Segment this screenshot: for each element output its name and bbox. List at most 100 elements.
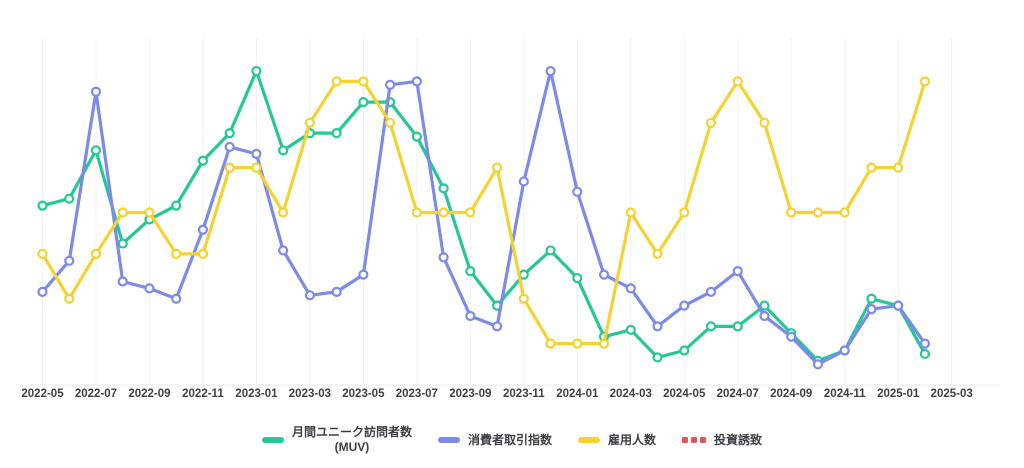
muv-marker[interactable]: [358, 96, 369, 108]
x-axis-tick-label: 2024-05: [663, 388, 706, 400]
muv-marker[interactable]: [64, 193, 75, 204]
muv-marker[interactable]: [197, 155, 209, 166]
muv-marker[interactable]: [438, 183, 449, 194]
employment-marker[interactable]: [572, 338, 583, 349]
muv-marker[interactable]: [117, 238, 128, 249]
employment-marker[interactable]: [705, 117, 717, 128]
employment-marker[interactable]: [812, 207, 824, 218]
employment-marker[interactable]: [278, 207, 289, 218]
consumer-index-marker[interactable]: [866, 304, 877, 315]
consumer-index-marker[interactable]: [705, 286, 717, 297]
consumer-index-marker[interactable]: [465, 310, 476, 322]
muv-marker[interactable]: [625, 324, 636, 335]
consumer-index-marker[interactable]: [37, 286, 48, 297]
employment-marker[interactable]: [732, 76, 743, 87]
employment-marker[interactable]: [491, 162, 503, 173]
consumer-index-marker[interactable]: [197, 224, 209, 235]
employment-marker[interactable]: [786, 207, 797, 218]
employment-marker[interactable]: [411, 207, 422, 218]
consumer-index-marker[interactable]: [304, 290, 315, 301]
x-axis-tick-label: 2024-07: [717, 388, 759, 400]
consumer-index-marker[interactable]: [652, 321, 663, 332]
muv-marker[interactable]: [572, 272, 583, 284]
employment-marker[interactable]: [197, 248, 209, 259]
muv-marker[interactable]: [759, 300, 770, 311]
legend-item-muv[interactable]: 月間ユニーク訪問者数 (MUV): [261, 425, 412, 455]
employment-marker[interactable]: [545, 338, 556, 349]
legend-item-investment[interactable]: 投資誘致: [682, 433, 762, 448]
muv-marker[interactable]: [331, 128, 342, 139]
consumer-index-marker[interactable]: [438, 252, 449, 263]
consumer-index-marker[interactable]: [224, 141, 235, 153]
employment-marker[interactable]: [117, 207, 128, 218]
consumer-index-marker[interactable]: [518, 176, 529, 187]
consumer-index-marker[interactable]: [545, 65, 556, 77]
employment-marker[interactable]: [171, 248, 182, 259]
consumer-index-marker[interactable]: [171, 293, 182, 304]
consumer-index-marker[interactable]: [64, 255, 75, 266]
employment-marker[interactable]: [625, 207, 636, 218]
muv-marker[interactable]: [866, 293, 877, 304]
muv-marker[interactable]: [545, 245, 556, 256]
muv-marker[interactable]: [732, 321, 743, 332]
consumer-index-marker[interactable]: [90, 86, 102, 97]
consumer-index-marker[interactable]: [331, 286, 342, 297]
employment-marker[interactable]: [90, 248, 102, 259]
employment-marker[interactable]: [331, 76, 342, 87]
consumer-index-marker[interactable]: [759, 310, 770, 322]
legend-item-employment[interactable]: 雇用人数: [578, 433, 656, 448]
employment-marker[interactable]: [304, 117, 315, 128]
muv-marker[interactable]: [705, 321, 717, 332]
employment-marker[interactable]: [465, 207, 476, 218]
employment-marker[interactable]: [919, 76, 931, 87]
employment-marker[interactable]: [679, 207, 690, 218]
consumer-index-marker[interactable]: [893, 300, 904, 311]
consumer-index-marker[interactable]: [732, 266, 743, 277]
muv-marker[interactable]: [465, 266, 476, 277]
employment-marker[interactable]: [759, 117, 770, 128]
consumer-index-marker[interactable]: [812, 359, 824, 370]
employment-marker[interactable]: [518, 293, 529, 304]
muv-marker[interactable]: [90, 145, 102, 156]
employment-marker[interactable]: [385, 117, 396, 128]
muv-marker[interactable]: [652, 352, 663, 363]
consumer-index-marker[interactable]: [278, 245, 289, 256]
employment-marker[interactable]: [64, 293, 75, 304]
consumer-index-marker[interactable]: [251, 148, 262, 159]
legend-item-consumer-index[interactable]: 消費者取引指数: [437, 433, 552, 448]
muv-marker[interactable]: [679, 345, 690, 356]
consumer-index-marker[interactable]: [679, 300, 690, 311]
employment-marker[interactable]: [893, 162, 904, 173]
muv-marker[interactable]: [171, 200, 182, 211]
consumer-index-marker[interactable]: [786, 331, 797, 342]
consumer-index-marker[interactable]: [839, 345, 850, 356]
muv-marker[interactable]: [411, 131, 422, 142]
employment-marker[interactable]: [598, 338, 610, 349]
employment-marker[interactable]: [438, 207, 449, 218]
muv-marker[interactable]: [251, 65, 262, 77]
employment-marker[interactable]: [224, 162, 235, 173]
consumer-index-marker[interactable]: [411, 76, 422, 87]
consumer-index-marker[interactable]: [491, 321, 503, 332]
employment-marker[interactable]: [839, 207, 850, 218]
muv-marker[interactable]: [919, 348, 931, 360]
consumer-index-marker[interactable]: [358, 269, 369, 280]
x-axis-tick-label: 2023-11: [503, 388, 545, 400]
x-axis-tick-label: 2024-03: [610, 388, 652, 400]
consumer-index-marker[interactable]: [919, 338, 931, 349]
employment-marker[interactable]: [652, 248, 663, 259]
consumer-index-marker[interactable]: [117, 276, 128, 287]
employment-marker[interactable]: [251, 162, 262, 173]
muv-marker[interactable]: [278, 145, 289, 156]
employment-marker[interactable]: [866, 162, 877, 173]
muv-marker[interactable]: [224, 128, 235, 139]
consumer-index-marker[interactable]: [625, 283, 636, 294]
employment-marker[interactable]: [358, 76, 369, 87]
muv-marker[interactable]: [37, 200, 48, 211]
employment-marker[interactable]: [37, 248, 48, 259]
consumer-index-marker[interactable]: [144, 283, 155, 294]
employment-marker[interactable]: [144, 207, 155, 218]
consumer-index-marker[interactable]: [598, 269, 610, 280]
consumer-index-marker[interactable]: [572, 186, 583, 197]
consumer-index-marker[interactable]: [385, 79, 396, 90]
